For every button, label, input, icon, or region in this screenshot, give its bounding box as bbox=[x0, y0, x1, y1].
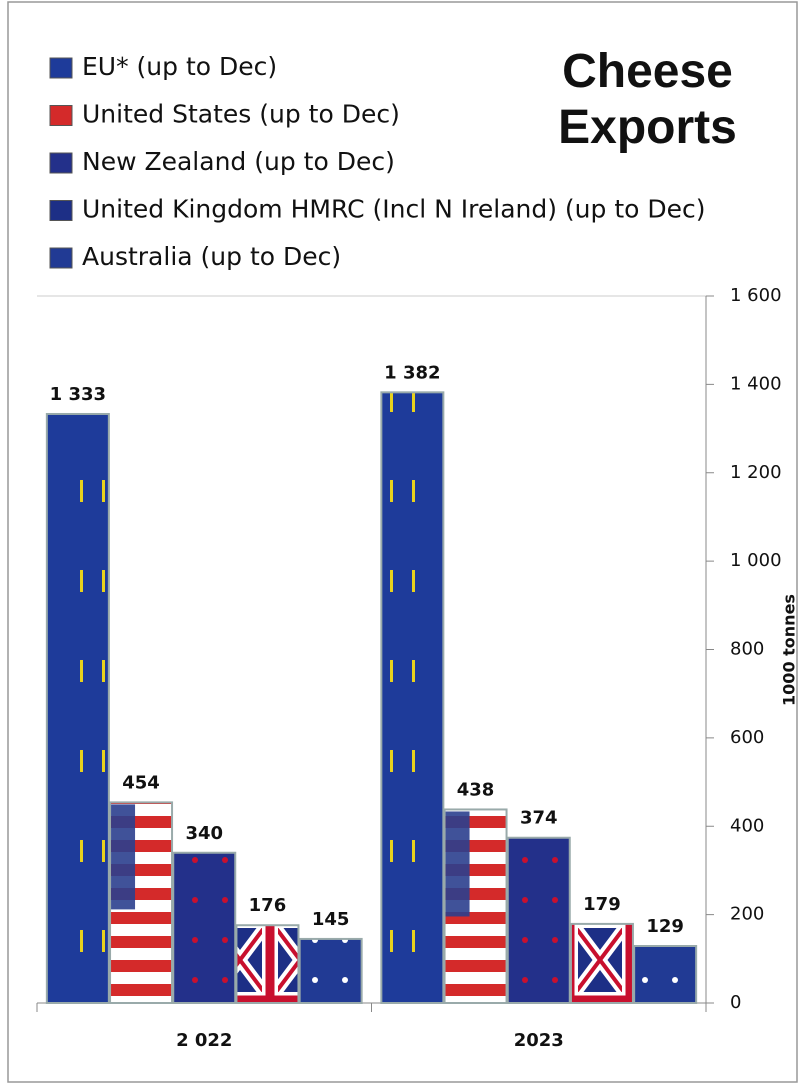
legend-label: New Zealand (up to Dec) bbox=[82, 147, 395, 176]
y-tick-label: 1 400 bbox=[730, 373, 782, 394]
value-label: 145 bbox=[312, 909, 350, 930]
legend-label: United Kingdom HMRC (Incl N Ireland) (up… bbox=[82, 195, 706, 224]
value-label: 1 382 bbox=[384, 362, 440, 383]
y-tick-label: 400 bbox=[730, 815, 764, 836]
legend-swatch bbox=[49, 200, 73, 221]
value-label: 179 bbox=[583, 894, 621, 915]
flag-canton bbox=[111, 804, 136, 910]
bar bbox=[569, 922, 634, 1004]
bar bbox=[380, 391, 445, 1004]
value-label: 1 333 bbox=[50, 384, 106, 405]
value-label: 176 bbox=[249, 895, 287, 916]
legend-swatch bbox=[49, 105, 73, 126]
value-label: 438 bbox=[457, 779, 495, 800]
frame bbox=[7, 1, 798, 1083]
y-tick-label: 1 600 bbox=[730, 285, 782, 306]
value-label: 454 bbox=[122, 772, 160, 793]
legend-swatch bbox=[49, 247, 73, 269]
legend-swatch bbox=[49, 152, 73, 174]
bar bbox=[172, 851, 237, 1005]
legend-label: United States (up to Dec) bbox=[82, 100, 400, 129]
y-axis-title: 1000 tonnes bbox=[780, 594, 799, 706]
chart-title: Cheese Exports bbox=[558, 45, 737, 154]
value-label: 374 bbox=[520, 808, 558, 829]
legend-swatch bbox=[49, 57, 73, 79]
value-label: 129 bbox=[646, 916, 684, 937]
y-tick-label: 600 bbox=[730, 727, 764, 748]
legend-label: EU* (up to Dec) bbox=[82, 52, 277, 81]
value-label: 340 bbox=[185, 823, 223, 844]
y-tick-label: 1 200 bbox=[730, 462, 782, 483]
y-tick-label: 1 000 bbox=[730, 550, 782, 571]
bar bbox=[45, 412, 110, 1004]
bar bbox=[506, 836, 571, 1005]
x-tick-label: 2 022 bbox=[176, 1030, 232, 1051]
flag-canton bbox=[445, 811, 470, 917]
x-tick-label: 2023 bbox=[514, 1030, 564, 1051]
y-tick-label: 200 bbox=[730, 904, 764, 925]
bar bbox=[235, 924, 300, 1004]
y-tick-label: 0 bbox=[730, 992, 741, 1013]
bar bbox=[633, 944, 698, 1004]
y-tick-label: 800 bbox=[730, 639, 764, 660]
bar bbox=[298, 937, 363, 1004]
legend-label: Australia (up to Dec) bbox=[82, 242, 341, 271]
